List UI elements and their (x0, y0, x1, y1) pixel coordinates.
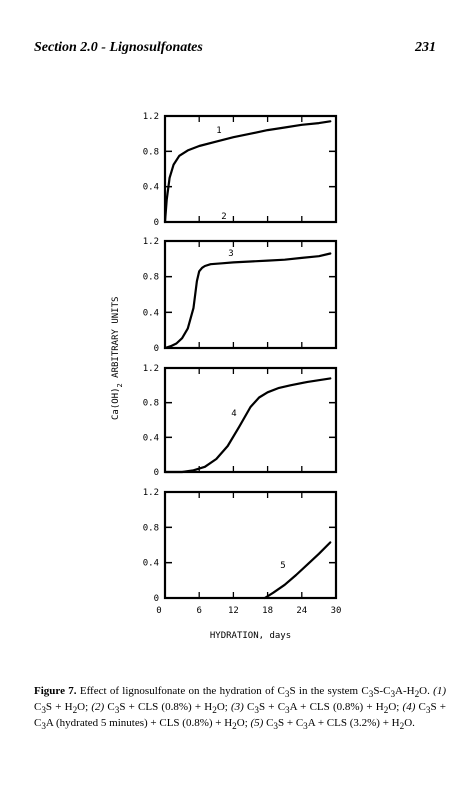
y-tick-label: 0 (154, 594, 159, 604)
x-tick-label: 12 (228, 606, 239, 616)
hydration-figure: 1.2 0.8 0.4 0 1.2 0.8 0.4 0 1.2 0.8 0.4 0 1.2 0.8 0.4 0… (111, 112, 342, 641)
x-tick-label: 24 (296, 606, 307, 616)
y-tick-label: 0.4 (143, 433, 159, 443)
page-number: 231 (415, 40, 436, 55)
x-tick-label: 0 (156, 606, 161, 616)
y-tick-label: 0 (154, 344, 159, 354)
curve-label-4: 4 (231, 409, 236, 419)
series-5-line (263, 541, 332, 600)
curve-label-1: 1 (216, 126, 221, 136)
x-axis-label: HYDRATION, days (210, 631, 291, 641)
y-tick-label: 0.8 (143, 147, 159, 157)
page-header: Section 2.0 - Lignosulfonates 231 (34, 40, 436, 60)
y-tick-label: 0.4 (143, 308, 159, 318)
y-axis-label: Ca(OH)2 ARBITRARY UNITS (111, 297, 124, 420)
y-tick-label: 0.4 (143, 559, 159, 569)
panel-frame-3 (163, 366, 338, 474)
x-tick-label: 18 (262, 606, 273, 616)
y-tick-label: 1.2 (143, 112, 159, 122)
y-tick-label: 0.4 (143, 183, 159, 193)
y-tick-label: 1.2 (143, 488, 159, 498)
y-tick-label: 1.2 (143, 364, 159, 374)
panel-frame-4 (163, 490, 338, 600)
series-4-line (163, 377, 332, 474)
y-tick-label: 1.2 (143, 237, 159, 247)
curve-label-2: 2 (221, 212, 226, 222)
y-tick-label: 0.8 (143, 273, 159, 283)
panel-frame-1 (163, 114, 338, 224)
y-tick-label: 0 (154, 218, 159, 228)
curve-label-3: 3 (228, 249, 233, 259)
x-tick-label: 30 (331, 606, 342, 616)
x-tick-label: 6 (196, 606, 201, 616)
series-3-line (163, 252, 332, 350)
figure-caption: Figure 7. Effect of lignosulfonate on th… (34, 685, 446, 734)
curve-label-5: 5 (280, 561, 285, 571)
section-title: Section 2.0 - Lignosulfonates (34, 40, 203, 55)
y-tick-label: 0.8 (143, 399, 159, 409)
y-tick-label: 0 (154, 468, 159, 478)
panel-frame-2 (163, 239, 338, 350)
series-1-line (163, 120, 332, 224)
figure-label: Figure 7. (34, 685, 77, 697)
y-tick-label: 0.8 (143, 523, 159, 533)
caption-text: Effect of lignosulfonate on the hydratio… (34, 685, 447, 732)
